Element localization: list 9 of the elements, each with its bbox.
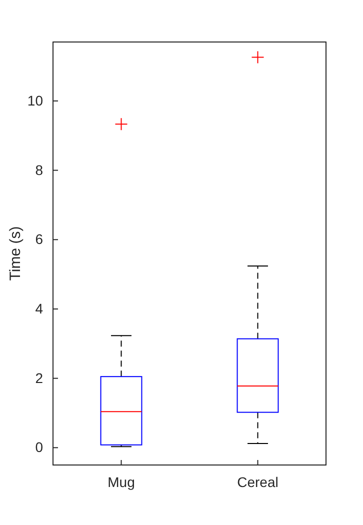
x-tick-label: Mug [108, 474, 135, 490]
y-tick-label: 2 [35, 370, 44, 386]
y-tick-label: 8 [35, 162, 44, 178]
y-tick-label: 10 [27, 92, 44, 108]
y-tick-label: 0 [35, 439, 44, 456]
y-tick-label: 6 [35, 231, 44, 248]
x-tick-label: Cereal [237, 474, 278, 490]
y-axis-title: Time (s) [7, 226, 24, 281]
y-tick-label: 4 [35, 300, 44, 316]
